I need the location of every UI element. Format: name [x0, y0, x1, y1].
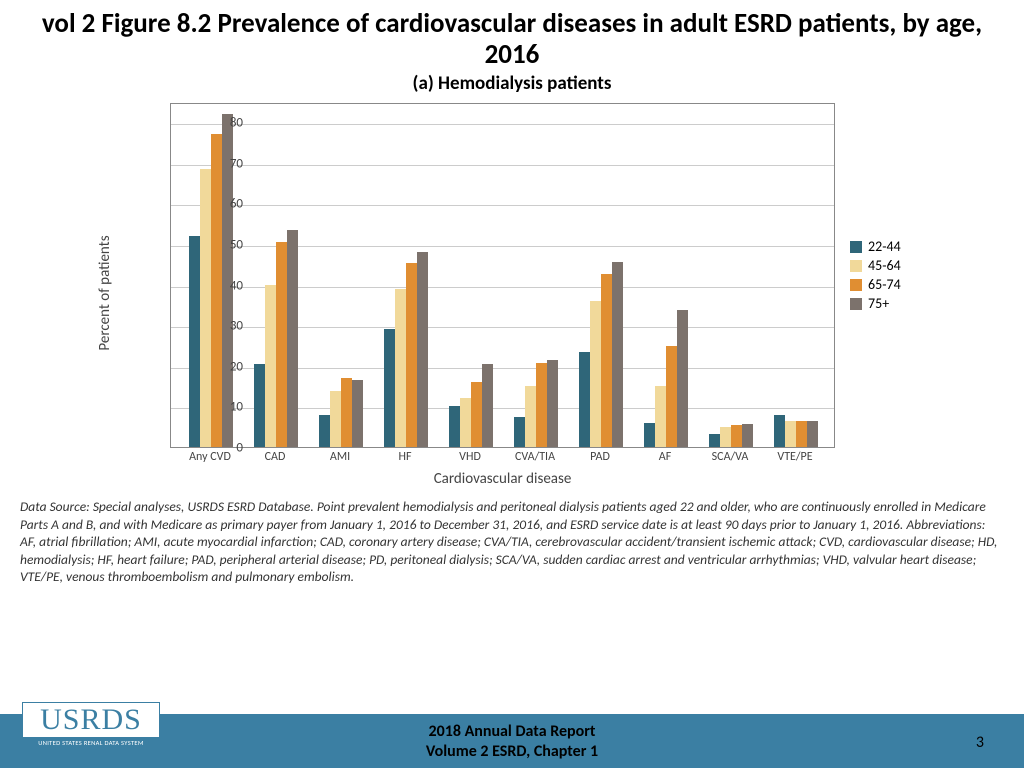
- footer-line2: Volume 2 ESRD, Chapter 1: [426, 742, 598, 762]
- page-title: vol 2 Figure 8.2 Prevalence of cardiovas…: [0, 0, 1024, 70]
- bar: [265, 285, 276, 447]
- bar: [742, 424, 753, 447]
- bar: [796, 421, 807, 447]
- usrds-logo: USRDS UNITED STATES RENAL DATA SYSTEM: [22, 702, 160, 750]
- grid-line: [171, 124, 834, 125]
- bar: [774, 415, 785, 447]
- legend-swatch: [850, 279, 862, 291]
- bar: [254, 364, 265, 447]
- category-label: VHD: [459, 450, 481, 464]
- data-source-caption: Data Source: Special analyses, USRDS ESR…: [20, 498, 1004, 586]
- y-tick-label: 40: [230, 278, 243, 293]
- legend-swatch: [850, 241, 862, 253]
- category-label: SCA/VA: [712, 450, 749, 464]
- bar: [406, 263, 417, 447]
- bar: [211, 134, 222, 447]
- y-tick-label: 30: [230, 319, 243, 334]
- legend-swatch: [850, 260, 862, 272]
- bar: [579, 352, 590, 447]
- legend-swatch: [850, 298, 862, 310]
- plot-area: [170, 103, 835, 448]
- bar: [384, 329, 395, 447]
- category-label: Any CVD: [189, 450, 231, 464]
- footer-line1: 2018 Annual Data Report: [426, 722, 598, 742]
- bar: [666, 346, 677, 447]
- category-label: VTE/PE: [777, 450, 812, 464]
- category-label: AMI: [330, 450, 350, 464]
- y-tick-label: 60: [230, 197, 243, 212]
- legend-item: 45-64: [850, 257, 901, 274]
- bar: [395, 289, 406, 447]
- y-tick-label: 80: [230, 116, 243, 131]
- legend-item: 22-44: [850, 238, 901, 255]
- bar: [807, 421, 818, 447]
- bar: [547, 360, 558, 447]
- bar: [482, 364, 493, 447]
- footer-text: 2018 Annual Data Report Volume 2 ESRD, C…: [426, 722, 598, 762]
- bar: [709, 434, 720, 447]
- bar: [612, 262, 623, 447]
- bar: [785, 421, 796, 447]
- logo-subtext: UNITED STATES RENAL DATA SYSTEM: [23, 737, 159, 749]
- bar: [319, 415, 330, 447]
- legend: 22-44 45-64 65-74 75+: [850, 238, 901, 314]
- category-label: CAD: [265, 450, 286, 464]
- bar: [655, 386, 666, 447]
- legend-label: 45-64: [868, 257, 901, 274]
- bar: [471, 382, 482, 447]
- bar: [449, 406, 460, 447]
- bar: [720, 427, 731, 447]
- bar: [677, 310, 688, 447]
- bar: [341, 378, 352, 447]
- y-tick-label: 70: [230, 156, 243, 171]
- y-tick-label: 10: [230, 400, 243, 415]
- category-label: PAD: [590, 450, 610, 464]
- legend-item: 65-74: [850, 276, 901, 293]
- legend-item: 75+: [850, 295, 901, 312]
- category-label: HF: [399, 450, 412, 464]
- chart-subtitle: (a) Hemodialysis patients: [0, 72, 1024, 95]
- bar: [644, 423, 655, 447]
- bar: [352, 380, 363, 447]
- chart-container: Percent of patients Cardiovascular disea…: [115, 98, 915, 488]
- bar: [200, 169, 211, 447]
- bar: [525, 386, 536, 447]
- bar: [536, 363, 547, 447]
- bar: [460, 398, 471, 447]
- grid-line: [171, 165, 834, 166]
- bar: [590, 301, 601, 447]
- y-tick-label: 50: [230, 238, 243, 253]
- grid-line: [171, 246, 834, 247]
- y-tick-label: 20: [230, 359, 243, 374]
- bar: [417, 252, 428, 447]
- page-number: 3: [976, 733, 984, 752]
- y-tick-label: 0: [236, 441, 243, 456]
- bar: [287, 230, 298, 447]
- bar: [189, 236, 200, 447]
- bar: [514, 417, 525, 447]
- bar: [276, 242, 287, 447]
- bar: [330, 391, 341, 447]
- x-axis-label: Cardiovascular disease: [170, 470, 835, 488]
- logo-text: USRDS: [23, 705, 159, 735]
- legend-label: 75+: [868, 295, 889, 312]
- bar: [601, 274, 612, 447]
- grid-line: [171, 205, 834, 206]
- legend-label: 65-74: [868, 276, 901, 293]
- bar: [731, 425, 742, 447]
- y-axis-label: Percent of patients: [96, 235, 114, 350]
- category-label: CVA/TIA: [515, 450, 555, 464]
- legend-label: 22-44: [868, 238, 901, 255]
- category-label: AF: [659, 450, 671, 464]
